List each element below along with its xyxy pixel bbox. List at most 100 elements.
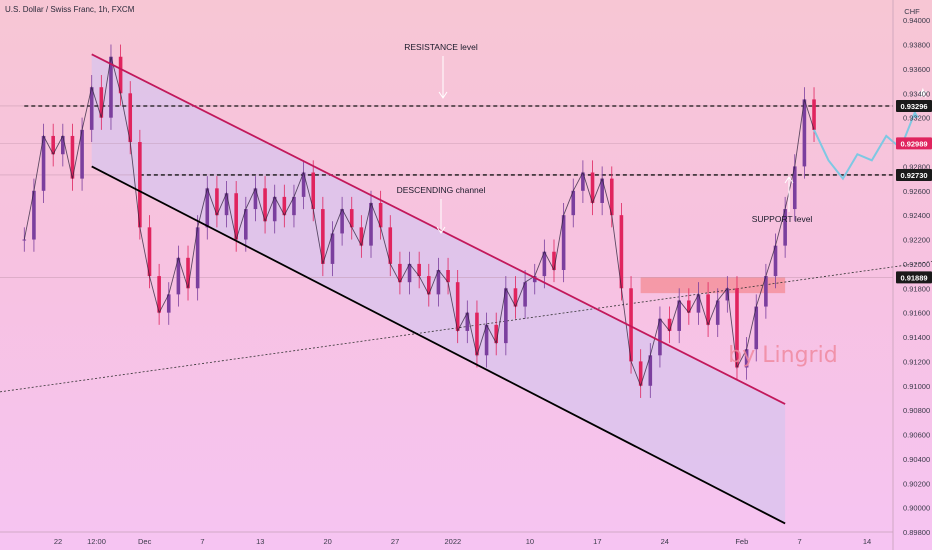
candle-body <box>706 294 710 325</box>
candle-body <box>619 215 624 289</box>
candle-body <box>205 188 210 228</box>
candle-body <box>99 87 104 118</box>
y-tick-label: 0.93400 <box>903 89 930 98</box>
candle-body <box>802 99 807 167</box>
candle-body <box>321 209 325 264</box>
candle-body <box>166 294 171 313</box>
candle-body <box>542 251 547 277</box>
y-tick-label: 0.91400 <box>903 333 930 342</box>
candle-body <box>744 349 749 368</box>
candle-body <box>667 318 672 331</box>
y-tick-label: 0.94000 <box>903 16 930 25</box>
candle-body <box>147 227 152 277</box>
candle-body <box>359 227 364 246</box>
demand-zone <box>640 277 786 294</box>
candle-body <box>484 324 489 356</box>
candle-body <box>648 355 653 386</box>
price-tag-1 <box>896 137 932 150</box>
candle-body <box>523 282 527 307</box>
candle-body <box>783 209 787 246</box>
currency-label: CHF <box>904 7 920 16</box>
candle-body <box>244 209 248 240</box>
candle-body <box>552 251 556 270</box>
x-tick-label: 13 <box>256 537 264 546</box>
candle-body <box>658 318 662 356</box>
candle-body <box>176 257 181 295</box>
rising-trendline <box>0 261 932 393</box>
candle-body <box>301 172 306 197</box>
candle-body <box>215 188 219 216</box>
candle-body <box>32 190 36 240</box>
candle-body <box>369 202 373 246</box>
candle-body <box>417 263 421 277</box>
candle-body <box>446 270 450 283</box>
candle-body <box>504 288 508 344</box>
candle-body <box>600 178 604 203</box>
chart-title: U.S. Dollar / Swiss Franc, 1h, FXCM <box>5 5 135 14</box>
candle-body <box>157 276 161 313</box>
candle-body <box>532 276 537 283</box>
candle-body <box>61 135 65 155</box>
channel-arrowhead <box>436 226 446 234</box>
candle-body <box>571 190 576 216</box>
price-tag-2 <box>896 168 932 181</box>
candle-body <box>118 56 123 94</box>
candle-body <box>638 361 643 386</box>
y-tick-label: 0.91000 <box>903 382 930 391</box>
candle-body <box>282 196 287 216</box>
candle-body <box>109 56 113 118</box>
candle-body <box>398 263 402 283</box>
candle-body <box>224 193 229 216</box>
y-tick-label: 0.92000 <box>903 260 930 269</box>
y-tick-label: 0.89800 <box>903 528 930 537</box>
candle-body <box>561 215 566 270</box>
candle-body <box>590 172 595 203</box>
support-label: SUPPORT level <box>752 214 813 224</box>
candle-body <box>426 276 431 295</box>
candle-body <box>494 324 499 344</box>
candle-body <box>436 270 441 295</box>
y-tick-label: 0.93200 <box>903 114 930 123</box>
channel-lower-line <box>91 165 786 525</box>
candle-body <box>725 288 730 301</box>
candle-body <box>89 87 94 130</box>
price-tag-3 <box>896 271 932 284</box>
candle-body <box>138 142 142 228</box>
candle-body <box>263 188 267 222</box>
x-tick-label: 17 <box>593 537 601 546</box>
candle-body <box>696 294 701 313</box>
support-arrowhead <box>784 176 794 184</box>
price-tag-label: 0.93296 <box>900 102 927 111</box>
candle-body <box>80 129 84 179</box>
x-tick-label: Feb <box>735 537 748 546</box>
resistance-arrowhead <box>438 91 448 99</box>
y-tick-label: 0.91200 <box>903 357 930 366</box>
candle-body <box>581 172 585 191</box>
candle-body <box>128 93 133 143</box>
candle-body <box>253 188 258 210</box>
candle-body <box>234 193 238 240</box>
candle-body <box>609 178 614 216</box>
candle-body <box>754 306 759 350</box>
candle-body <box>475 312 479 356</box>
candle-body <box>629 288 633 362</box>
y-tick-label: 0.91600 <box>903 309 930 318</box>
x-tick-label: Dec <box>138 537 152 546</box>
x-tick-label: 20 <box>323 537 331 546</box>
channel-label: DESCENDING channel <box>397 185 486 195</box>
candle-body <box>349 209 354 228</box>
y-tick-label: 0.92800 <box>903 162 930 171</box>
candle-body <box>388 227 393 264</box>
candle-body <box>292 196 296 216</box>
projection-arrowhead <box>911 111 920 118</box>
y-tick-label: 0.90000 <box>903 504 930 513</box>
candle-body <box>764 276 768 307</box>
candle-body <box>340 209 344 234</box>
price-tag-label: 0.91889 <box>900 273 927 282</box>
x-tick-label: 7 <box>200 537 204 546</box>
x-tick-label: 27 <box>391 537 399 546</box>
y-tick-label: 0.93800 <box>903 41 930 50</box>
price-tag-0 <box>896 99 932 112</box>
y-tick-label: 0.90400 <box>903 455 930 464</box>
